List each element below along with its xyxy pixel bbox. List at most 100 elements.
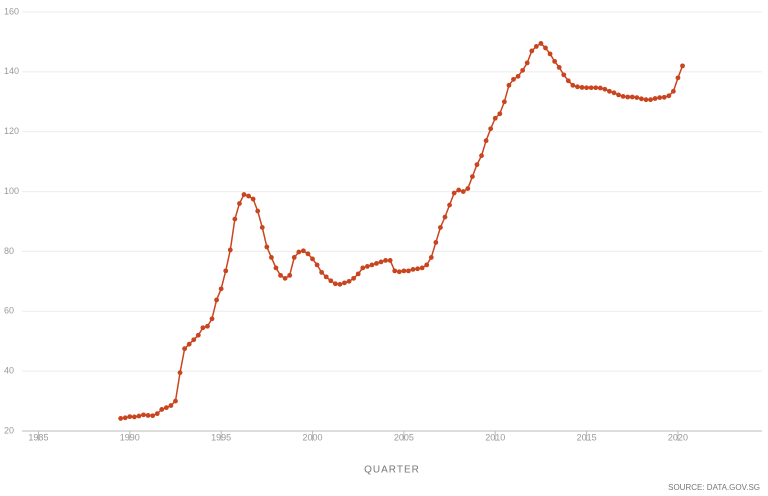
point (150, 413, 156, 419)
y-tick-label: 120 (4, 126, 19, 136)
x-tick-label: 2005 (394, 432, 414, 442)
point (237, 201, 242, 206)
point (305, 251, 311, 257)
point (259, 225, 265, 230)
point (456, 187, 462, 193)
point (255, 208, 261, 214)
point (474, 162, 480, 168)
point (501, 99, 507, 105)
x-tick-label: 2020 (668, 432, 688, 442)
point (314, 262, 320, 268)
point (122, 415, 128, 421)
point (163, 405, 169, 411)
point (351, 275, 357, 281)
point (538, 41, 544, 46)
point (173, 398, 178, 404)
point (625, 94, 631, 100)
point (250, 196, 256, 202)
point (296, 249, 302, 255)
point (310, 256, 315, 262)
point (620, 93, 626, 99)
x-tick-label: 2010 (485, 432, 505, 442)
y-tick-label: 20 (4, 425, 14, 435)
point (492, 115, 498, 121)
y-tick-label: 140 (4, 66, 19, 76)
point (364, 263, 370, 269)
point (629, 94, 635, 100)
point (177, 370, 183, 376)
point (410, 266, 416, 272)
point (524, 60, 530, 66)
y-tick-label: 100 (4, 186, 19, 196)
point (451, 190, 457, 196)
point (127, 414, 133, 420)
point (579, 85, 585, 90)
point (561, 72, 567, 78)
point (273, 265, 279, 271)
point (205, 323, 210, 329)
point (670, 88, 676, 94)
point (657, 95, 663, 100)
point (360, 265, 366, 271)
point (438, 225, 443, 230)
point (602, 86, 608, 92)
point (597, 85, 603, 91)
point (556, 64, 562, 70)
point (406, 268, 411, 274)
point (392, 268, 398, 274)
point (611, 90, 617, 96)
point (442, 214, 448, 220)
point (607, 88, 612, 94)
point (264, 244, 270, 250)
point (447, 202, 452, 208)
point (547, 51, 553, 57)
point (575, 84, 580, 90)
point (227, 247, 233, 253)
point (639, 96, 644, 102)
point (214, 297, 219, 303)
point (282, 275, 288, 281)
point (483, 138, 489, 144)
point (218, 286, 224, 292)
point (515, 73, 521, 79)
point (616, 92, 621, 98)
point (433, 240, 439, 245)
point (269, 255, 274, 260)
point (588, 85, 594, 91)
x-axis-label: QUARTER (364, 465, 420, 476)
x-tick-label: 1985 (28, 432, 48, 442)
source: SOURCE: DATA.GOV.SG (668, 483, 760, 492)
y-tick-label: 40 (4, 366, 14, 376)
point (652, 96, 658, 101)
point (195, 332, 201, 338)
point (200, 325, 206, 331)
point (488, 126, 494, 132)
point (543, 45, 548, 51)
x-tick-label: 1995 (211, 432, 231, 442)
point (118, 416, 124, 421)
point (424, 262, 430, 268)
point (342, 280, 347, 286)
point (154, 411, 160, 417)
point (378, 259, 384, 265)
point (182, 346, 188, 352)
point (287, 272, 293, 278)
point (168, 403, 174, 408)
point (300, 248, 306, 254)
point (529, 48, 535, 54)
point (337, 281, 343, 287)
x-tick-label: 2015 (577, 432, 597, 442)
point (278, 272, 283, 278)
y-tick-label: 60 (4, 306, 14, 316)
y-tick-label: 160 (4, 6, 19, 16)
point (346, 278, 352, 284)
point (634, 95, 640, 100)
point (141, 412, 146, 418)
point (136, 413, 142, 419)
point (584, 85, 589, 91)
point (186, 341, 192, 347)
point (570, 82, 576, 88)
point (661, 94, 667, 100)
point (374, 261, 379, 266)
